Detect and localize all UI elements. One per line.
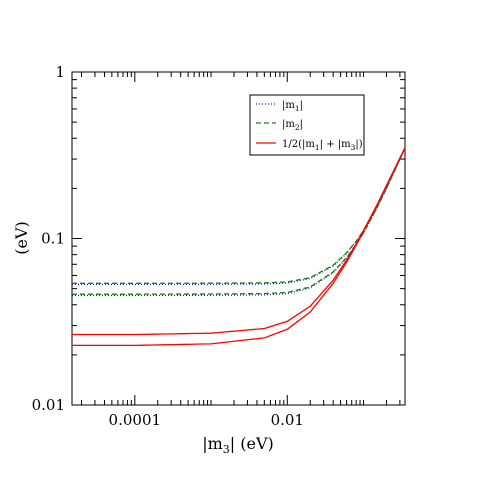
- tick-labels: 0.01 0.1 1 0.0001 0.01: [32, 63, 304, 429]
- series-line-avg: [72, 147, 406, 336]
- series-line-m1: [72, 147, 406, 297]
- x-axis-label: |m3| (eV): [202, 434, 274, 456]
- ticks: [72, 71, 405, 406]
- legend-label-average: 1/2(|m1| + |m3|): [282, 139, 363, 152]
- series-line-m2: [72, 147, 406, 295]
- legend-label-m2: |m2|: [282, 119, 303, 132]
- y-axis-label: (eV): [12, 221, 31, 255]
- legend-box: [249, 94, 365, 156]
- series-lines: [72, 147, 406, 347]
- x-tick-label: 0.0001: [109, 411, 162, 429]
- series-line-m1: [72, 147, 406, 286]
- x-tick-label: 0.01: [271, 411, 304, 429]
- series-line-avg: [72, 147, 406, 347]
- legend: |m1| |m2| 1/2(|m1| + |m3|): [249, 94, 365, 156]
- legend-label-m1: |m1|: [282, 100, 303, 113]
- y-tick-label: 1: [55, 63, 65, 81]
- series-line-m2: [72, 147, 406, 284]
- y-tick-label: 0.01: [32, 396, 65, 414]
- y-tick-label: 0.1: [41, 230, 65, 248]
